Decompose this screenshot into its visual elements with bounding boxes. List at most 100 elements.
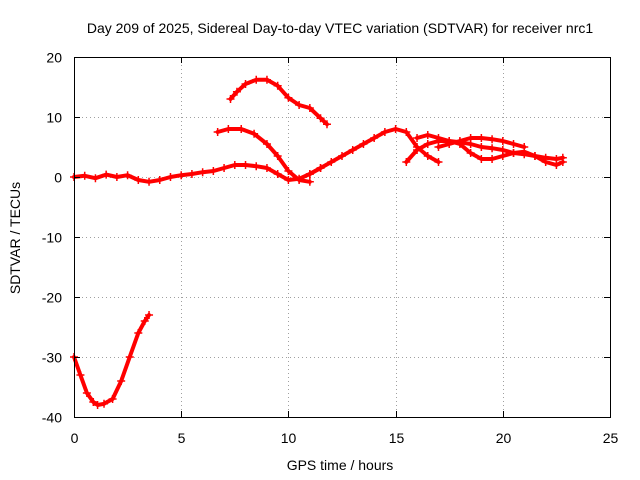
data-point: [273, 152, 282, 160]
data-point: [230, 161, 239, 169]
data-point: [466, 149, 475, 157]
data-point: [102, 170, 111, 179]
series-track-late-2: [413, 131, 567, 169]
data-point: [91, 174, 100, 183]
x-axis-label: GPS time / hours: [287, 457, 394, 473]
data-point: [100, 399, 109, 408]
data-point: [445, 140, 454, 148]
data-point: [423, 152, 432, 160]
series-track-mid: [213, 125, 314, 186]
data-point: [187, 170, 196, 178]
data-point: [305, 170, 314, 178]
data-point: [316, 164, 325, 172]
data-point: [177, 171, 186, 180]
data-point: [434, 143, 443, 151]
data-point: [284, 167, 293, 175]
data-point: [520, 143, 529, 151]
series-track-negative: [70, 311, 154, 409]
data-point: [391, 125, 400, 133]
axis-ticks: [74, 57, 611, 418]
series-track-rise: [305, 125, 443, 178]
data-point: [198, 168, 207, 177]
data-point: [498, 152, 507, 160]
data-point: [423, 140, 432, 148]
x-tick-label: 20: [496, 430, 512, 446]
data-point: [530, 152, 539, 160]
data-point: [466, 134, 475, 142]
data-point: [498, 137, 507, 145]
data-point: [295, 101, 304, 109]
data-point: [295, 176, 304, 184]
y-tick-label: -40: [42, 410, 62, 426]
data-point: [82, 389, 91, 397]
data-point: [237, 125, 246, 133]
y-axis-label: SDTVAR / TECUs: [7, 182, 23, 294]
data-series: [70, 75, 567, 409]
data-point: [123, 171, 132, 180]
y-tick-label: -20: [42, 290, 62, 306]
data-point: [145, 177, 154, 186]
data-point: [370, 134, 379, 142]
data-point: [477, 143, 486, 151]
series-track-late-3: [434, 134, 529, 151]
data-point: [488, 155, 497, 163]
data-point: [558, 158, 567, 166]
data-point: [322, 120, 331, 129]
data-point: [455, 137, 464, 145]
data-point: [213, 128, 222, 136]
data-point: [93, 401, 102, 409]
data-point: [166, 173, 175, 181]
data-point: [359, 140, 368, 148]
data-point: [305, 104, 314, 112]
data-point: [262, 164, 271, 172]
data-point: [488, 144, 497, 153]
data-point: [108, 395, 117, 403]
y-tick-label: 0: [54, 170, 62, 186]
data-point: [252, 75, 261, 84]
series-trace: [215, 127, 312, 184]
data-point: [413, 146, 422, 154]
y-tick-label: -30: [42, 350, 62, 366]
data-point: [509, 149, 518, 157]
y-tick-label: 10: [46, 110, 62, 126]
data-point: [134, 176, 143, 184]
series-trace: [72, 313, 151, 407]
data-point: [338, 152, 346, 160]
data-point: [241, 161, 250, 169]
data-point: [413, 134, 422, 142]
data-point: [209, 167, 218, 175]
data-point: [402, 158, 411, 166]
x-tick-label: 5: [178, 430, 186, 446]
data-point: [434, 134, 443, 142]
x-tick-label: 15: [389, 430, 405, 446]
data-point: [232, 87, 241, 96]
data-point: [423, 131, 432, 139]
data-point: [327, 158, 336, 166]
grid: [74, 57, 610, 417]
chart-title: Day 209 of 2025, Sidereal Day-to-day VTE…: [87, 20, 593, 36]
data-point: [284, 176, 293, 184]
data-point: [262, 75, 271, 84]
data-point: [145, 311, 154, 319]
data-point: [316, 114, 325, 123]
data-point: [252, 162, 261, 171]
data-point: [488, 135, 497, 144]
data-point: [226, 95, 235, 103]
x-tick-labels: 0 5 10 15 20 25: [71, 430, 619, 446]
data-point: [305, 177, 314, 186]
data-point: [348, 146, 357, 154]
data-point: [552, 161, 561, 169]
data-point: [262, 140, 271, 148]
data-point: [76, 371, 85, 379]
data-point: [89, 398, 98, 406]
data-point: [250, 129, 259, 138]
data-point: [125, 353, 134, 361]
x-tick-label: 10: [281, 430, 297, 446]
data-point: [477, 155, 486, 163]
data-point: [224, 125, 233, 133]
data-point: [241, 80, 250, 88]
data-point: [477, 134, 486, 142]
data-point: [402, 128, 411, 136]
data-point: [140, 317, 149, 325]
